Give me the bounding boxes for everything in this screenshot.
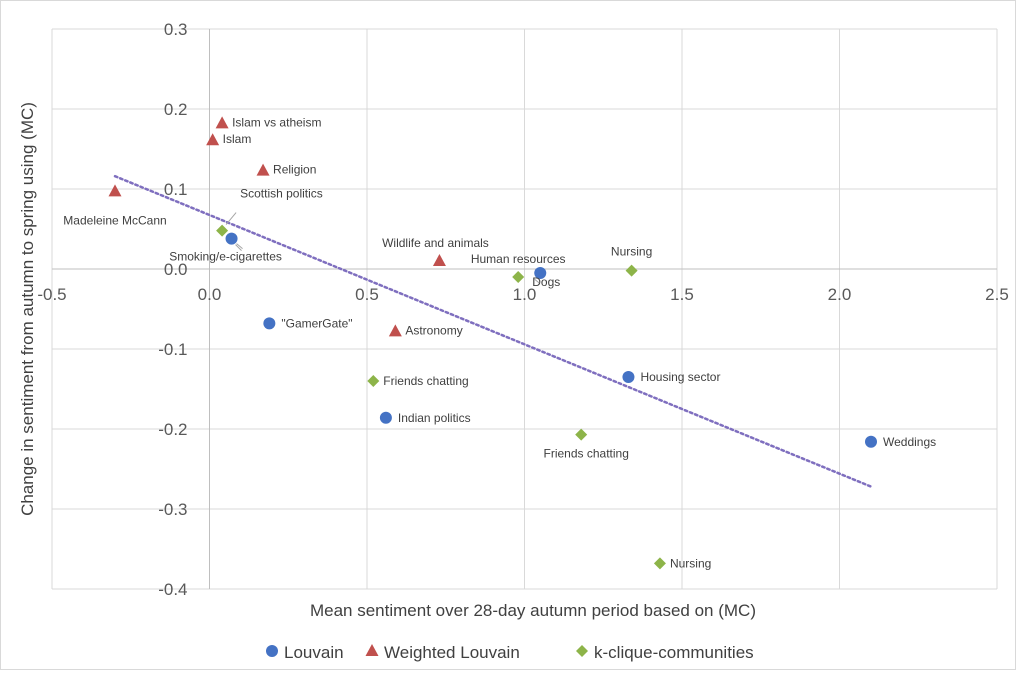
tick-labels: -0.5 0.0 0.5 1.0 1.5 2.0 2.5 0.3 0.2 0.1 0.0 -0.1 -0… <box>37 20 1008 599</box>
point-label: Dogs <box>532 275 560 289</box>
point-label: Nursing <box>670 556 711 570</box>
x-tick-label: 2.5 <box>985 285 1009 304</box>
data-points <box>108 116 877 570</box>
legend-marker-circle <box>266 645 278 657</box>
x-tick-label: 0.5 <box>355 285 379 304</box>
y-tick-label: 0.0 <box>164 260 188 279</box>
x-tick-label: 0.0 <box>198 285 222 304</box>
y-tick-label: -0.1 <box>158 340 187 359</box>
marker-triangle <box>256 163 270 176</box>
point-label: Nursing <box>611 245 652 259</box>
x-tick-label: 2.0 <box>828 285 852 304</box>
x-tick-label: -0.5 <box>37 285 66 304</box>
marker-diamond <box>367 375 380 387</box>
marker-circle <box>263 317 276 330</box>
marker-triangle <box>206 133 220 146</box>
marker-diamond <box>512 271 525 283</box>
marker-diamond <box>216 224 229 237</box>
marker-circle <box>379 411 392 424</box>
marker-triangle <box>215 116 229 129</box>
marker-triangle <box>108 184 122 197</box>
marker-circle <box>225 232 238 245</box>
y-tick-label: 0.1 <box>164 180 188 199</box>
trendline-layer <box>113 174 873 488</box>
legend-marker-triangle <box>365 644 379 656</box>
trendline <box>113 174 873 488</box>
point-label: Religion <box>273 163 316 177</box>
point-label: Islam vs atheism <box>232 115 321 129</box>
y-tick-label: -0.3 <box>158 500 187 519</box>
marker-circle <box>534 267 547 279</box>
axes <box>52 29 997 589</box>
point-label: Islam <box>223 132 252 146</box>
legend-label: Weighted Louvain <box>384 643 520 662</box>
marker-diamond <box>653 557 666 570</box>
marker-triangle <box>432 254 446 266</box>
point-label: Human resources <box>471 252 566 266</box>
point-label: Weddings <box>883 435 936 449</box>
marker-circle <box>865 435 877 448</box>
point-label: Wildlife and animals <box>382 236 489 250</box>
marker-diamond <box>575 428 588 441</box>
legend: Louvain Weighted Louvain k-clique-communit… <box>266 643 754 662</box>
x-tick-label: 1.0 <box>513 285 537 304</box>
leader-line <box>225 212 237 225</box>
x-axis-title: Mean sentiment over 28-day autumn period… <box>310 601 756 620</box>
legend-label: k-clique-communities <box>594 643 754 662</box>
marker-diamond <box>625 264 638 277</box>
point-label: Scottish politics <box>240 187 323 201</box>
gridlines <box>51 28 998 590</box>
legend-label: Louvain <box>284 643 344 662</box>
y-tick-label: -0.2 <box>158 420 187 439</box>
leader-line <box>533 278 540 284</box>
point-labels: Smoking/e-cigarettes "GamerGate" Indian po… <box>63 115 936 570</box>
y-tick-label: 0.3 <box>164 20 188 39</box>
point-label: Astronomy <box>405 323 462 337</box>
marker-triangle <box>388 324 402 337</box>
point-label: Smoking/e-cigarettes <box>169 250 282 264</box>
point-label: Friends chatting <box>383 374 468 388</box>
legend-marker-diamond <box>576 645 588 657</box>
point-label: Housing sector <box>640 370 720 384</box>
leader-line <box>236 243 243 249</box>
point-label: Madeleine McCann <box>63 213 166 227</box>
leader-line <box>235 244 242 251</box>
y-tick-label: -0.4 <box>158 580 187 599</box>
marker-circle <box>622 371 635 383</box>
point-label: Friends chatting <box>544 447 629 461</box>
x-tick-label: 1.5 <box>670 285 694 304</box>
y-axis-title: Change in sentiment from autumn to sprin… <box>18 102 37 516</box>
point-label: "GamerGate" <box>281 316 352 330</box>
y-tick-label: 0.2 <box>164 100 188 119</box>
point-label: Indian politics <box>398 411 471 425</box>
